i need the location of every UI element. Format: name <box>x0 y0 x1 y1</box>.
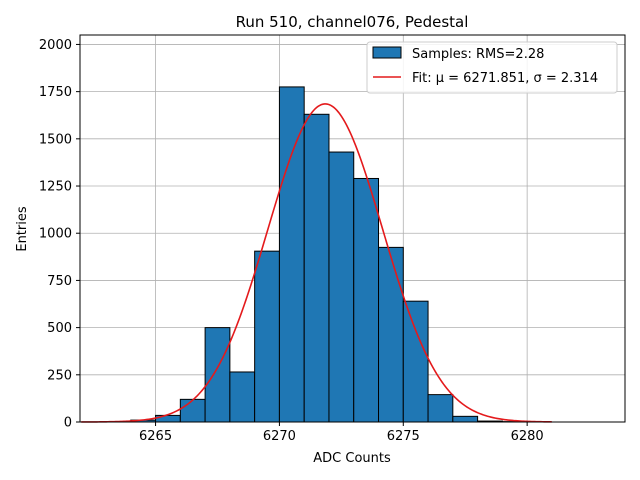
y-tick-label: 750 <box>47 274 72 289</box>
histogram-bar <box>452 415 479 423</box>
x-tick-label: 6270 <box>263 429 296 444</box>
y-tick-label: 250 <box>47 368 72 383</box>
histogram-bar <box>402 300 429 423</box>
legend-frame <box>366 41 618 94</box>
legend: Samples: RMS=2.28 Fit: μ = 6271.851, σ =… <box>366 41 618 94</box>
y-tick-label: 1000 <box>39 227 72 242</box>
y-tick-label: 500 <box>47 321 72 336</box>
x-tick-label: 6265 <box>139 429 172 444</box>
y-tick-label: 1750 <box>39 85 72 100</box>
y-tick-label: 2000 <box>39 38 72 53</box>
y-axis-label: Entries <box>15 206 30 252</box>
plot-frame <box>79 34 626 423</box>
legend-fit-label: Fit: μ = 6271.851, σ = 2.314 <box>412 71 598 86</box>
plot-area: 6265 6270 6275 6280 0 250 500 750 1000 1250 1500 17… <box>39 34 626 444</box>
histogram-bar <box>353 177 380 423</box>
histogram-bar <box>179 398 206 423</box>
fit-curve <box>81 103 552 423</box>
legend-histogram-swatch <box>372 46 402 59</box>
histogram-bar <box>328 151 355 423</box>
histogram-bar <box>229 371 256 423</box>
x-axis-label: ADC Counts <box>313 451 391 466</box>
histogram-bar <box>378 246 404 423</box>
chart-title: Run 510, channel076, Pedestal <box>236 13 469 31</box>
histogram-bar <box>254 250 280 423</box>
histogram-bar <box>278 86 305 423</box>
histogram-bar <box>204 327 231 423</box>
x-tick-label: 6280 <box>511 429 544 444</box>
y-tick-label: 0 <box>64 416 72 431</box>
histogram-bar <box>303 113 330 423</box>
x-tick-label: 6275 <box>387 429 420 444</box>
y-tick-label: 1500 <box>39 132 72 147</box>
y-tick-label: 1250 <box>39 180 72 195</box>
histogram-bar <box>427 394 454 423</box>
legend-histogram-label: Samples: RMS=2.28 <box>412 47 544 62</box>
